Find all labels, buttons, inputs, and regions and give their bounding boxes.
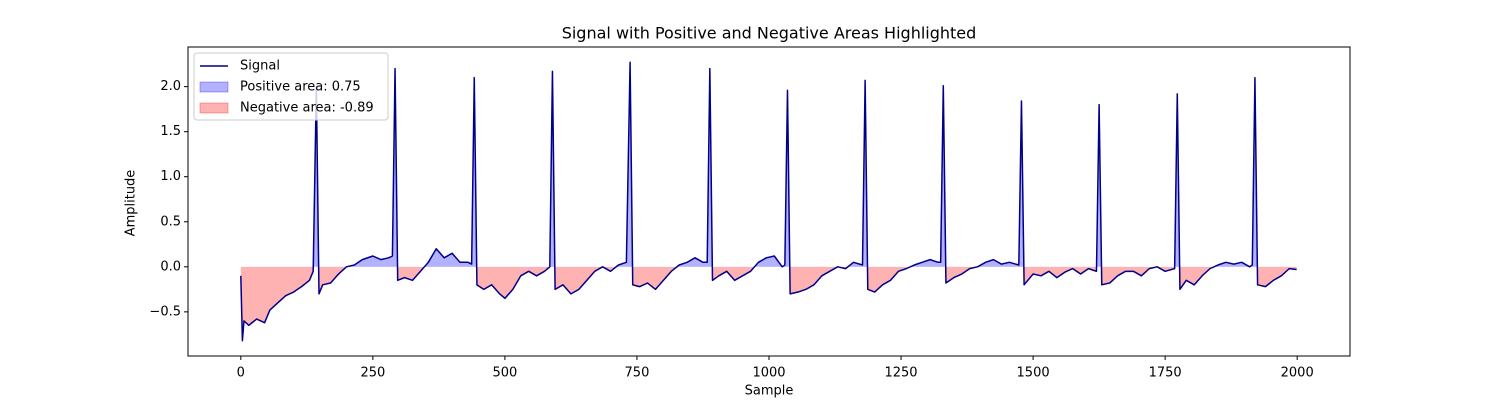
signal-line xyxy=(240,61,1297,342)
y-tick-label: 1.0 xyxy=(160,169,181,184)
x-tick-label: 250 xyxy=(360,366,385,381)
x-tick-label: 1500 xyxy=(1017,366,1050,381)
y-tick-label: 2.0 xyxy=(160,79,181,94)
x-tick-label: 1000 xyxy=(752,366,785,381)
y-tick-label: 1.5 xyxy=(160,124,181,139)
legend: Signal Positive area: 0.75 Negative area: … xyxy=(193,52,389,121)
x-tick-label: 1750 xyxy=(1149,366,1182,381)
plot-frame xyxy=(187,46,1351,357)
y-tick-label: 0.5 xyxy=(160,214,181,229)
x-axis-label: Sample xyxy=(745,384,794,399)
x-tick-label: 2000 xyxy=(1281,366,1314,381)
y-tick-label: −0.5 xyxy=(149,304,181,319)
negative-area xyxy=(240,266,1297,341)
legend-patch xyxy=(199,102,229,114)
x-tick-label: 750 xyxy=(625,366,650,381)
y-axis-label: Amplitude xyxy=(124,170,139,237)
y-tick-label: 0.0 xyxy=(160,259,181,274)
legend-label: Positive area: 0.75 xyxy=(240,80,361,95)
x-tick-label: 500 xyxy=(492,366,517,381)
legend-label: Signal xyxy=(240,59,280,74)
legend-box xyxy=(193,52,389,121)
chart-title: Signal with Positive and Negative Areas … xyxy=(562,24,977,43)
legend-label: Negative area: -0.89 xyxy=(240,101,374,116)
x-tick-label: 0 xyxy=(237,366,245,381)
x-tick-label: 1250 xyxy=(884,366,917,381)
positive-area xyxy=(240,62,1297,267)
legend-patch xyxy=(199,81,229,93)
